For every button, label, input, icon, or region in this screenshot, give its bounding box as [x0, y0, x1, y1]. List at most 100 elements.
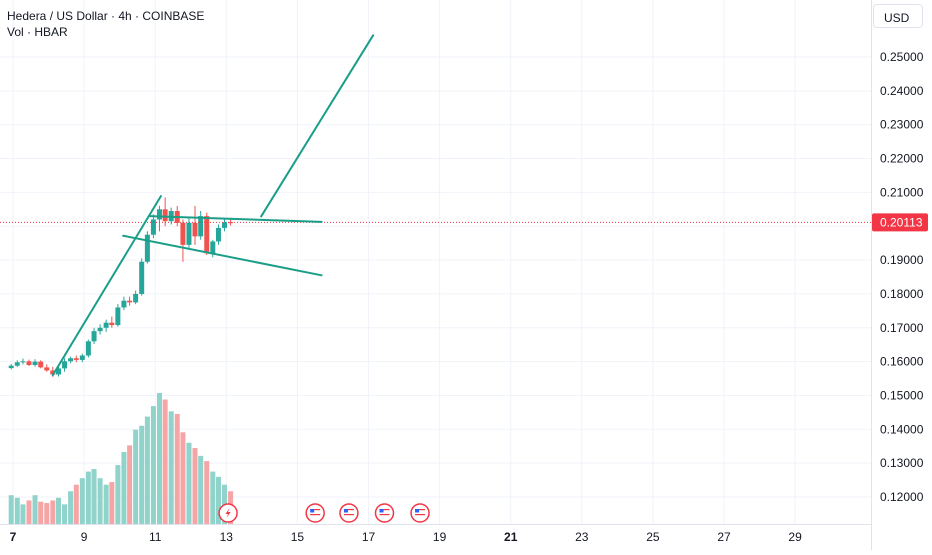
us-flag-icon[interactable]: [305, 503, 325, 523]
y-tick-label: 0.14000: [880, 422, 924, 436]
volume-bar: [38, 501, 44, 524]
flag-stripe: [415, 509, 426, 511]
y-tick-label: 0.23000: [880, 118, 924, 132]
flag-stripe: [379, 516, 390, 518]
trendline[interactable]: [260, 34, 375, 218]
marker-circle: [339, 503, 359, 523]
volume-bar: [91, 468, 97, 524]
flash-icon[interactable]: [218, 503, 238, 523]
marker-circle: [305, 503, 325, 523]
y-tick-label: 0.21000: [880, 185, 924, 199]
x-tick-label: 11: [149, 530, 162, 544]
x-tick-label: 25: [646, 530, 660, 544]
candle-body: [144, 234, 150, 262]
flag-canton: [310, 509, 315, 513]
legend-info: Hedera / US Dollar · 4h · COINBASE Vol ·…: [7, 8, 204, 40]
candle-body: [73, 358, 79, 360]
x-tick-label: 27: [717, 530, 731, 544]
x-tick-label: 7: [10, 530, 17, 544]
flag-stripe: [310, 516, 321, 518]
currency-button[interactable]: USD: [873, 4, 923, 28]
candle-body: [8, 365, 14, 369]
trendlines[interactable]: [51, 34, 375, 377]
volume-bar: [139, 425, 145, 524]
flag-stripe: [379, 511, 390, 513]
y-tick-label: 0.18000: [880, 287, 924, 301]
candle-body: [210, 241, 216, 254]
volume-bar: [186, 442, 192, 524]
candle-body: [139, 261, 145, 294]
volume-bar: [127, 445, 133, 524]
event-markers[interactable]: [218, 503, 430, 523]
volume-bar: [192, 448, 198, 524]
y-tick-label: 0.19000: [880, 253, 924, 267]
x-tick-label: 13: [220, 530, 234, 544]
x-tick-label: 29: [788, 530, 802, 544]
us-flag-icon[interactable]: [374, 503, 395, 523]
candle-body: [222, 222, 228, 228]
flag-stripe: [343, 511, 354, 513]
candle-body: [127, 300, 133, 303]
us-flag-icon[interactable]: [339, 503, 359, 523]
volume-bar: [168, 411, 174, 524]
volume-bar: [97, 478, 103, 524]
y-tick-label: 0.22000: [880, 152, 924, 166]
volume-bar: [150, 406, 156, 524]
volume-bar: [144, 416, 150, 524]
trendline[interactable]: [148, 215, 323, 223]
flash-glyph: [225, 508, 231, 518]
volume-bar: [198, 455, 204, 524]
last-price-tag-text: 0.20113: [880, 215, 923, 229]
candle-body: [14, 362, 20, 366]
x-tick-label: 19: [433, 530, 447, 544]
candle-body: [79, 355, 85, 360]
candle-body: [38, 361, 44, 368]
y-tick-label: 0.15000: [880, 388, 924, 402]
volume-bar: [85, 471, 91, 524]
candle-body: [56, 368, 62, 375]
symbol-title: Hedera / US Dollar · 4h · COINBASE: [7, 9, 205, 23]
candle-body: [150, 219, 156, 235]
candle-body: [115, 307, 121, 326]
flag-stripe: [343, 516, 354, 518]
volume-bar: [121, 451, 127, 524]
flag-stripe: [310, 509, 321, 511]
trendline[interactable]: [51, 195, 162, 377]
candle-body: [68, 358, 74, 362]
volume-bar: [174, 413, 180, 524]
volume-bar: [115, 465, 121, 524]
volume-bar: [20, 504, 26, 524]
candle-body: [20, 361, 26, 363]
candle-body: [162, 209, 168, 222]
trendline[interactable]: [122, 234, 323, 277]
candle-body: [180, 222, 186, 245]
volume-bar: [103, 484, 109, 524]
candles: [8, 197, 234, 377]
flag-stripe: [379, 509, 390, 511]
volume-bar: [210, 471, 216, 524]
volume-bar: [26, 500, 32, 524]
candle-body: [26, 361, 32, 365]
candle-body: [97, 327, 103, 332]
candle-body: [103, 322, 109, 328]
volume-bar: [109, 482, 115, 524]
volume-bar: [180, 432, 186, 524]
candle-body: [44, 367, 50, 371]
us-flag-icon[interactable]: [410, 503, 430, 523]
candle-body: [32, 361, 38, 365]
volume-bar: [32, 495, 38, 524]
candle-body: [85, 341, 91, 356]
candle-body: [192, 222, 198, 237]
candle-body: [198, 216, 204, 237]
x-tick-label: 23: [575, 530, 589, 544]
flag-stripe: [415, 516, 426, 518]
candle-body: [156, 209, 162, 220]
flag-stripe: [343, 509, 354, 511]
marker-circle: [374, 503, 395, 523]
y-tick-label: 0.13000: [880, 456, 924, 470]
volume-bar: [14, 497, 20, 524]
volume-bar: [8, 495, 14, 524]
